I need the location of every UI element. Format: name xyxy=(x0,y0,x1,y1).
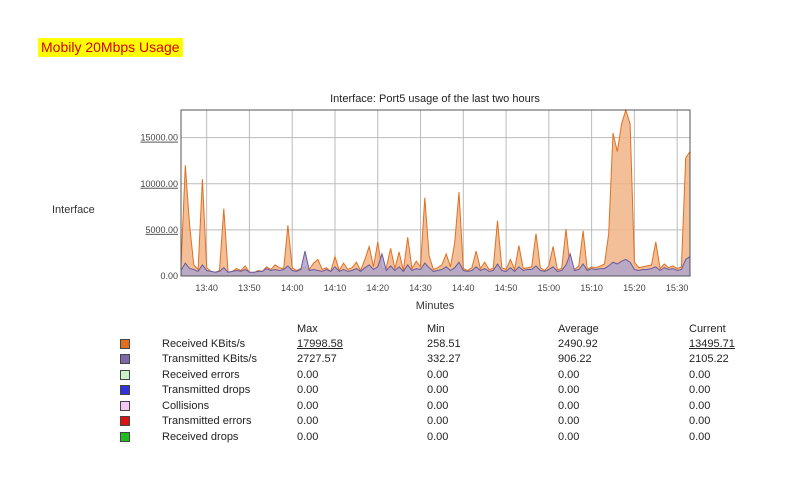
stat-current: 0.00 xyxy=(689,399,711,412)
stat-min: 0.00 xyxy=(427,430,449,443)
stat-max: 0.00 xyxy=(297,368,319,381)
legend-swatch xyxy=(120,354,130,365)
header-min: Min xyxy=(427,323,445,335)
stat-current: 0.00 xyxy=(689,430,711,443)
x-tick-label: 13:50 xyxy=(238,283,261,293)
legend-label: Transmitted KBits/s xyxy=(162,353,257,366)
stat-max: 0.00 xyxy=(297,384,319,397)
x-tick-label: 15:10 xyxy=(580,283,603,293)
x-tick-label: 14:50 xyxy=(495,283,518,293)
stats-row: Received KBits/s 17998.58 258.51 2490.92 134… xyxy=(120,336,769,352)
x-tick-label: 15:30 xyxy=(666,283,689,293)
stat-average: 0.00 xyxy=(558,368,580,381)
x-tick-label: 13:40 xyxy=(195,283,218,293)
stat-average: 0.00 xyxy=(558,430,580,443)
x-tick-label: 15:00 xyxy=(538,283,561,293)
stat-min: 258.51 xyxy=(427,337,461,350)
usage-chart: 0.00 5000.00 10000.00 15000.00 13:40 13:50 14:… xyxy=(140,108,691,293)
header-max: Max xyxy=(297,323,318,335)
stats-row: Transmitted drops 0.00 0.00 0.00 0.00 xyxy=(120,383,769,399)
stat-max: 2727.57 xyxy=(297,353,337,366)
y-tick-label: 0.00 xyxy=(160,271,178,281)
plot-border xyxy=(180,109,691,277)
stat-min: 0.00 xyxy=(427,399,449,412)
chart-title: Interface: Port5 usage of the last two h… xyxy=(330,93,540,105)
stat-average: 0.00 xyxy=(558,415,580,428)
stats-table: Max Min Average Current Received KBits/s… xyxy=(120,322,769,445)
stat-average: 906.22 xyxy=(558,353,592,366)
stat-max: 17998.58 xyxy=(297,337,343,350)
stat-max: 0.00 xyxy=(297,415,319,428)
x-tick-label: 14:00 xyxy=(281,283,304,293)
series-line-0 xyxy=(180,108,691,274)
interface-label: Interface xyxy=(52,204,95,216)
legend-swatch xyxy=(120,416,130,427)
legend-swatch xyxy=(120,385,130,396)
stats-header-row: Max Min Average Current xyxy=(120,322,769,336)
legend-label: Received errors xyxy=(162,368,240,381)
x-tick-label: 14:10 xyxy=(324,283,347,293)
y-tick-label: 15000.00 xyxy=(140,133,178,143)
legend-label: Transmitted errors xyxy=(162,415,252,428)
stats-row: Collisions 0.00 0.00 0.00 0.00 xyxy=(120,398,769,414)
stats-row: Received errors 0.00 0.00 0.00 0.00 xyxy=(120,367,769,383)
header-current: Current xyxy=(689,323,726,335)
stats-row: Transmitted KBits/s 2727.57 332.27 906.22 21… xyxy=(120,352,769,368)
stat-min: 332.27 xyxy=(427,353,461,366)
legend-swatch xyxy=(120,400,130,411)
legend-swatch xyxy=(120,431,130,442)
header-average: Average xyxy=(558,323,599,335)
y-tick-label: 10000.00 xyxy=(140,179,178,189)
stat-min: 0.00 xyxy=(427,384,449,397)
stat-max: 0.00 xyxy=(297,430,319,443)
page-heading: Mobily 20Mbps Usage xyxy=(38,38,183,57)
stat-current: 13495.71 xyxy=(689,337,735,350)
legend-label: Received drops xyxy=(162,430,239,443)
x-tick-label: 14:40 xyxy=(452,283,475,293)
stat-average: 0.00 xyxy=(558,399,580,412)
x-tick-label: 14:30 xyxy=(409,283,432,293)
stats-row: Received drops 0.00 0.00 0.00 0.00 xyxy=(120,429,769,445)
stat-current: 0.00 xyxy=(689,384,711,397)
stat-current: 0.00 xyxy=(689,368,711,381)
legend-swatch xyxy=(120,369,130,380)
legend-label: Transmitted drops xyxy=(162,384,251,397)
stats-row: Transmitted errors 0.00 0.00 0.00 0.00 xyxy=(120,414,769,430)
stat-average: 0.00 xyxy=(558,384,580,397)
stat-max: 0.00 xyxy=(297,399,319,412)
stat-current: 0.00 xyxy=(689,415,711,428)
legend-swatch xyxy=(120,338,130,349)
stat-min: 0.00 xyxy=(427,415,449,428)
stat-average: 2490.92 xyxy=(558,337,598,350)
x-tick-label: 14:20 xyxy=(366,283,389,293)
series-line-1 xyxy=(180,250,691,273)
stat-current: 2105.22 xyxy=(689,353,729,366)
legend-label: Collisions xyxy=(162,399,210,412)
x-axis-title: Minutes xyxy=(415,300,455,312)
x-tick-label: 15:20 xyxy=(623,283,646,293)
legend-label: Received KBits/s xyxy=(162,337,246,350)
y-tick-label: 5000.00 xyxy=(145,225,178,235)
stat-min: 0.00 xyxy=(427,368,449,381)
